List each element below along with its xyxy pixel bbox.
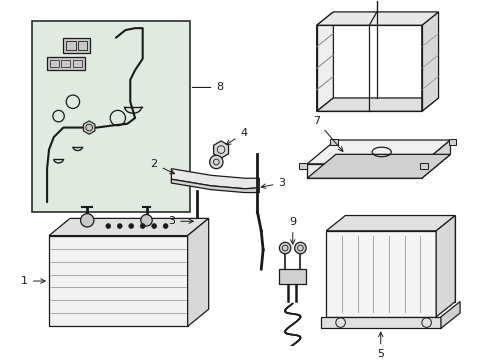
Bar <box>66 41 76 50</box>
Bar <box>447 139 455 145</box>
Bar <box>78 41 87 50</box>
Polygon shape <box>316 12 438 25</box>
Text: 8: 8 <box>192 82 223 93</box>
Polygon shape <box>316 12 333 111</box>
Polygon shape <box>435 216 454 317</box>
Bar <box>61 60 70 67</box>
Text: 3: 3 <box>168 216 193 226</box>
Text: 5: 5 <box>376 332 384 359</box>
Circle shape <box>209 155 223 169</box>
Circle shape <box>279 242 290 254</box>
Polygon shape <box>421 140 449 178</box>
Polygon shape <box>321 317 440 328</box>
Bar <box>63 38 90 53</box>
Bar <box>73 60 81 67</box>
Circle shape <box>140 224 145 229</box>
Polygon shape <box>325 231 435 317</box>
Polygon shape <box>49 235 187 327</box>
Text: 4: 4 <box>226 128 247 145</box>
Bar <box>329 139 337 145</box>
Polygon shape <box>306 154 449 178</box>
Circle shape <box>106 224 110 229</box>
Circle shape <box>151 224 156 229</box>
Polygon shape <box>187 219 208 327</box>
Text: 6: 6 <box>0 359 1 360</box>
Text: 2: 2 <box>150 159 174 174</box>
Circle shape <box>141 215 152 226</box>
Text: 9: 9 <box>288 217 296 244</box>
Polygon shape <box>421 12 438 111</box>
Circle shape <box>117 224 122 229</box>
Polygon shape <box>306 164 421 178</box>
Bar <box>419 163 427 169</box>
Bar <box>279 269 305 284</box>
Text: 1: 1 <box>21 276 45 286</box>
Circle shape <box>163 224 168 229</box>
Bar <box>32 21 189 212</box>
Text: 7: 7 <box>312 116 342 152</box>
Bar <box>47 57 85 70</box>
Polygon shape <box>345 216 454 302</box>
Polygon shape <box>171 179 259 193</box>
Polygon shape <box>316 98 438 111</box>
Polygon shape <box>440 302 459 328</box>
Circle shape <box>294 242 305 254</box>
Circle shape <box>128 224 133 229</box>
Text: 3: 3 <box>261 178 285 188</box>
Polygon shape <box>306 140 449 164</box>
Polygon shape <box>325 216 454 231</box>
Polygon shape <box>171 169 259 189</box>
Bar <box>50 60 59 67</box>
Bar <box>299 163 306 169</box>
Polygon shape <box>49 219 208 235</box>
Circle shape <box>81 213 94 227</box>
